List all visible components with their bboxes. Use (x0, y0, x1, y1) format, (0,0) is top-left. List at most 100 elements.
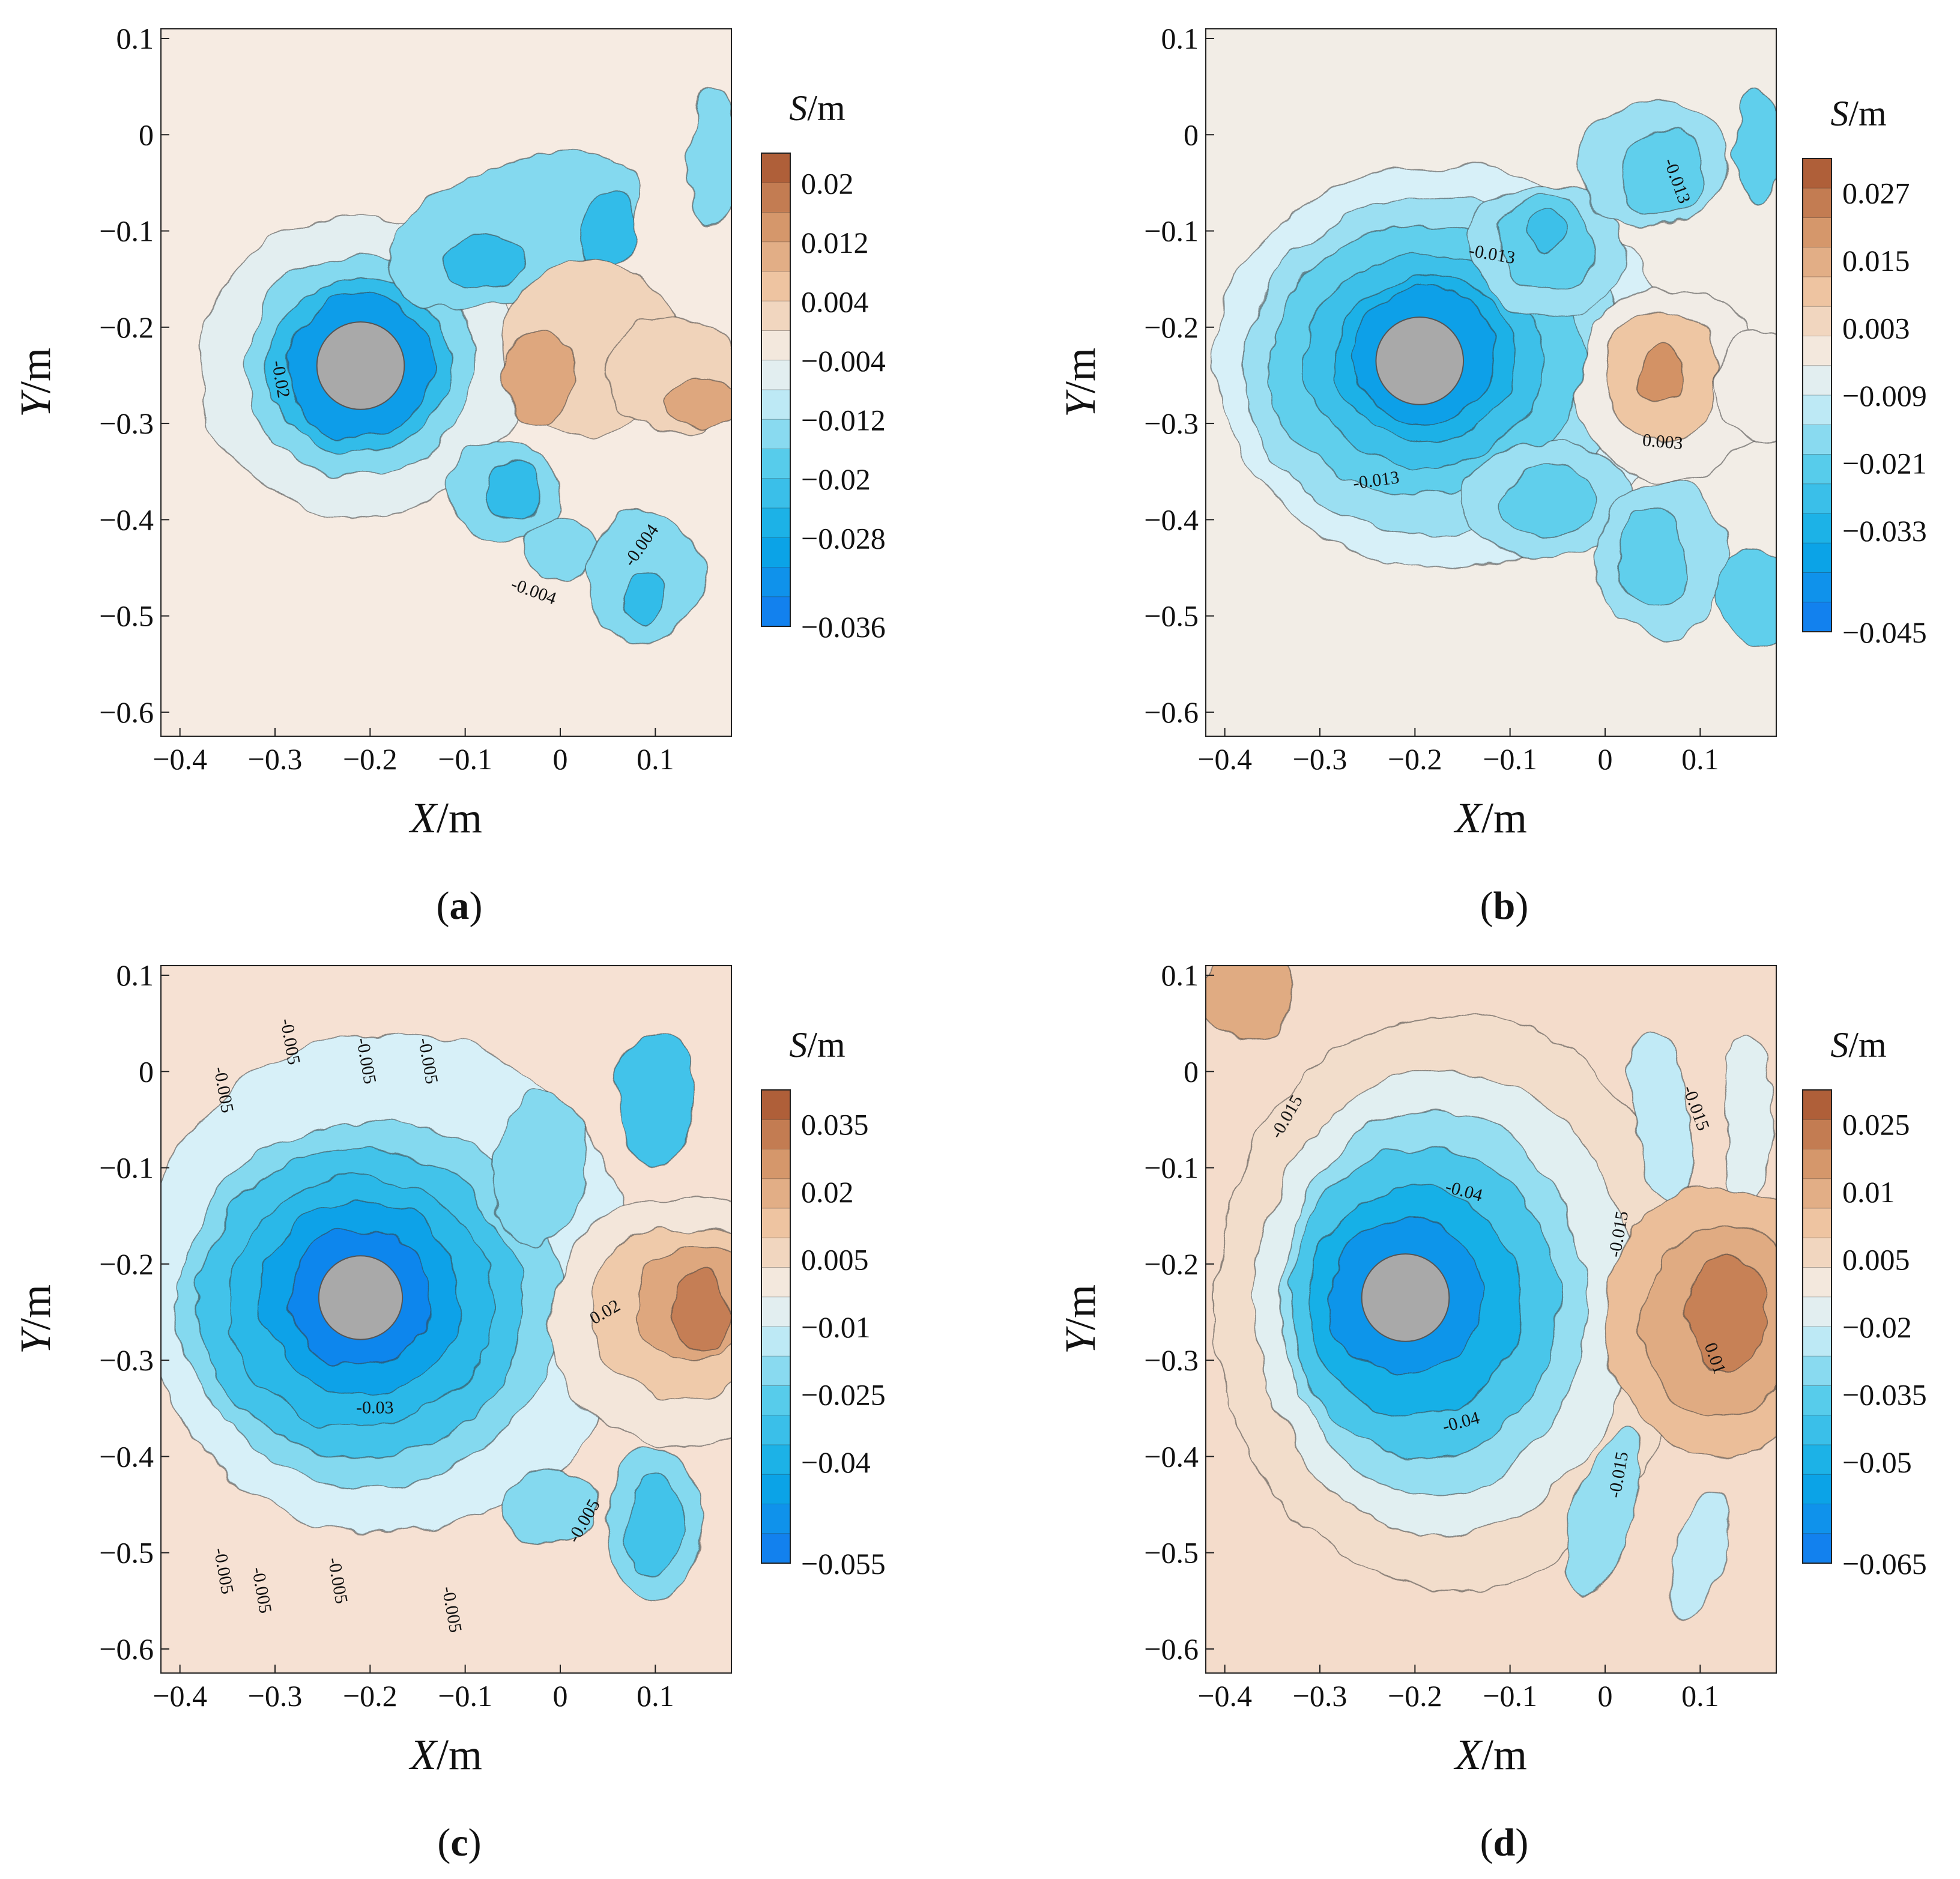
x-tick-label: −0.3 (248, 1679, 303, 1713)
colorbar-swatch (1803, 306, 1831, 336)
colorbar-tick-label: 0.02 (801, 166, 854, 200)
colorbar-swatch (761, 360, 790, 390)
x-tick-label: −0.3 (1293, 742, 1348, 776)
colorbar-swatch (1803, 1178, 1831, 1209)
colorbar-tick-label: −0.035 (1842, 1378, 1927, 1412)
colorbar-swatch (761, 508, 790, 538)
colorbar-swatch (761, 301, 790, 331)
pile-cylinder (1361, 1253, 1450, 1342)
plot-frame (160, 965, 732, 1674)
colorbar-swatch (761, 153, 790, 183)
panel-label-b-text: b (1493, 884, 1516, 928)
y-tick-label: −0.5 (1144, 1536, 1199, 1570)
pile-cylinder (318, 1255, 404, 1340)
y-tick-label: −0.2 (1144, 310, 1199, 344)
y-tick-label: −0.3 (99, 407, 154, 440)
x-axis-label: X/m (408, 794, 482, 842)
colorbar-swatch (1803, 1356, 1831, 1386)
colorbar-swatch (761, 330, 790, 361)
contour-region (1690, 1253, 1768, 1371)
colorbar-tick-label: −0.045 (1842, 616, 1927, 649)
contour-region (1671, 1486, 1730, 1619)
panel-a: -0.02-0.004-0.004−0.4 −0.3 −0.2 −0.1 0 0.10.1… (11, 22, 886, 842)
colorbar-swatch (1803, 1149, 1831, 1179)
colorbar-swatch (1803, 1415, 1831, 1445)
colorbar-swatch (761, 449, 790, 479)
contour-region (664, 384, 731, 425)
y-tick-label: −0.6 (1144, 695, 1199, 729)
panel-label-a-text: a (450, 884, 470, 928)
colorbar-tick-label: 0.012 (801, 226, 869, 259)
y-axis-label: Y/m (1056, 348, 1104, 417)
colorbar-swatch (1803, 1119, 1831, 1149)
colorbar-tick-label: 0.025 (1842, 1107, 1910, 1141)
colorbar-tick-label: 0.01 (1842, 1175, 1895, 1209)
y-tick-label: 0.1 (116, 22, 154, 55)
y-tick-label: −0.6 (1144, 1632, 1199, 1666)
contour-label: -0.03 (356, 1397, 394, 1417)
colorbar-swatch (1803, 602, 1831, 632)
colorbar-swatch (1803, 425, 1831, 455)
colorbar-tick-label: 0.027 (1842, 176, 1910, 210)
y-tick-label: 0 (139, 1054, 154, 1088)
colorbar-tick-label: −0.025 (801, 1378, 886, 1412)
colorbar-tick-label: −0.009 (1842, 379, 1927, 413)
colorbar-swatch (1803, 1474, 1831, 1504)
y-tick-label: −0.3 (1144, 1343, 1199, 1377)
colorbar-swatch (761, 1238, 790, 1268)
colorbar-tick-label: −0.012 (801, 403, 886, 437)
colorbar-swatch (761, 1385, 790, 1416)
colorbar-tick-label: −0.055 (801, 1547, 886, 1581)
colorbar-swatch (1803, 454, 1831, 485)
y-axis-label: Y/m (11, 1284, 59, 1354)
colorbar-swatch (1803, 543, 1831, 573)
colorbar-swatch (1803, 247, 1831, 277)
colorbar-title: S/m (1830, 1025, 1886, 1065)
contour-region (503, 1465, 599, 1544)
colorbar-swatch (761, 1297, 790, 1327)
x-tick-label: −0.4 (153, 742, 207, 776)
panel-label-a: (a) (437, 884, 483, 928)
colorbar-tick-label: −0.033 (1842, 514, 1927, 548)
colorbar-swatch (1803, 1090, 1831, 1120)
plot-area-a: -0.02-0.004-0.004 (161, 29, 731, 736)
panel-label-c-text: c (450, 1821, 468, 1865)
y-tick-label: −0.2 (99, 1247, 154, 1281)
x-tick-label: 0 (553, 742, 568, 776)
colorbar-title: S/m (789, 88, 845, 128)
y-tick-label: −0.5 (99, 1536, 154, 1570)
contour-region (1528, 211, 1568, 251)
y-tick-label: −0.5 (99, 599, 154, 633)
colorbar-swatch (761, 596, 790, 627)
colorbar-tick-label: 0.015 (1842, 244, 1910, 277)
colorbar-frame (1802, 158, 1832, 632)
x-tick-label: 0.1 (637, 1679, 674, 1713)
colorbar-swatch (761, 241, 790, 272)
y-tick-label: 0 (139, 118, 154, 151)
x-tick-label: 0 (553, 1679, 568, 1713)
contour-region (1206, 966, 1292, 1044)
contour-region (674, 1272, 731, 1352)
y-tick-label: 0.1 (116, 958, 154, 992)
contour-region (503, 326, 580, 425)
colorbar-frame (761, 1089, 791, 1564)
colorbar-swatch (761, 1208, 790, 1238)
colorbar-swatch (761, 1327, 790, 1357)
colorbar-tick-label: 0.035 (801, 1107, 869, 1141)
colorbar-swatch (1803, 188, 1831, 218)
colorbar-swatch (1803, 1327, 1831, 1357)
x-tick-label: 0.1 (1681, 742, 1719, 776)
x-tick-label: −0.1 (438, 742, 492, 776)
contour-region (1499, 466, 1597, 535)
y-axis-label: Y/m (11, 348, 59, 417)
colorbar-tick-label: −0.004 (801, 344, 886, 378)
colorbar-swatch (761, 212, 790, 243)
colorbar-swatch (1803, 572, 1831, 603)
colorbar-swatch (761, 1533, 790, 1564)
y-tick-label: −0.4 (1144, 503, 1199, 536)
colorbar-swatch (761, 1415, 790, 1445)
colorbar-swatch (1803, 483, 1831, 514)
colorbar-swatch (1803, 1504, 1831, 1534)
colorbar-tick-label: −0.065 (1842, 1547, 1927, 1581)
colorbar-swatch (761, 1474, 790, 1504)
